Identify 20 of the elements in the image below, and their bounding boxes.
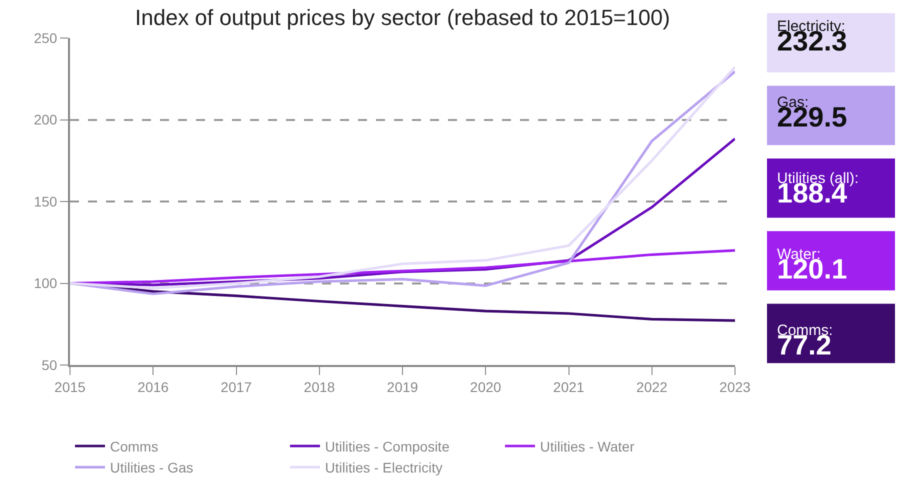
chart-title: Index of output prices by sector (rebased to 2015=100) bbox=[135, 5, 670, 30]
legend-label: Utilities - Water bbox=[540, 438, 635, 454]
x-tick-label: 2018 bbox=[304, 378, 336, 395]
y-tick-label: 150 bbox=[34, 193, 58, 210]
y-tick-label: 250 bbox=[34, 30, 58, 46]
x-tick-label: 2023 bbox=[719, 378, 751, 395]
y-tick-label: 200 bbox=[34, 112, 58, 128]
y-tick-label: 100 bbox=[34, 275, 58, 292]
legend-label: Utilities - Gas bbox=[110, 460, 194, 476]
x-tick-label: 2019 bbox=[386, 378, 418, 395]
y-tick-label: 50 bbox=[42, 356, 58, 373]
x-tick-label: 2020 bbox=[470, 378, 502, 395]
legend-label: Comms bbox=[110, 438, 158, 454]
x-tick-label: 2015 bbox=[54, 378, 86, 395]
x-tick-label: 2016 bbox=[138, 378, 169, 395]
x-tick-label: 2017 bbox=[220, 378, 252, 395]
x-tick-label: 2022 bbox=[636, 378, 668, 395]
x-tick-label: 2021 bbox=[553, 378, 585, 395]
legend-label: Utilities - Composite bbox=[325, 438, 450, 454]
legend-label: Utilities - Electricity bbox=[325, 460, 442, 476]
